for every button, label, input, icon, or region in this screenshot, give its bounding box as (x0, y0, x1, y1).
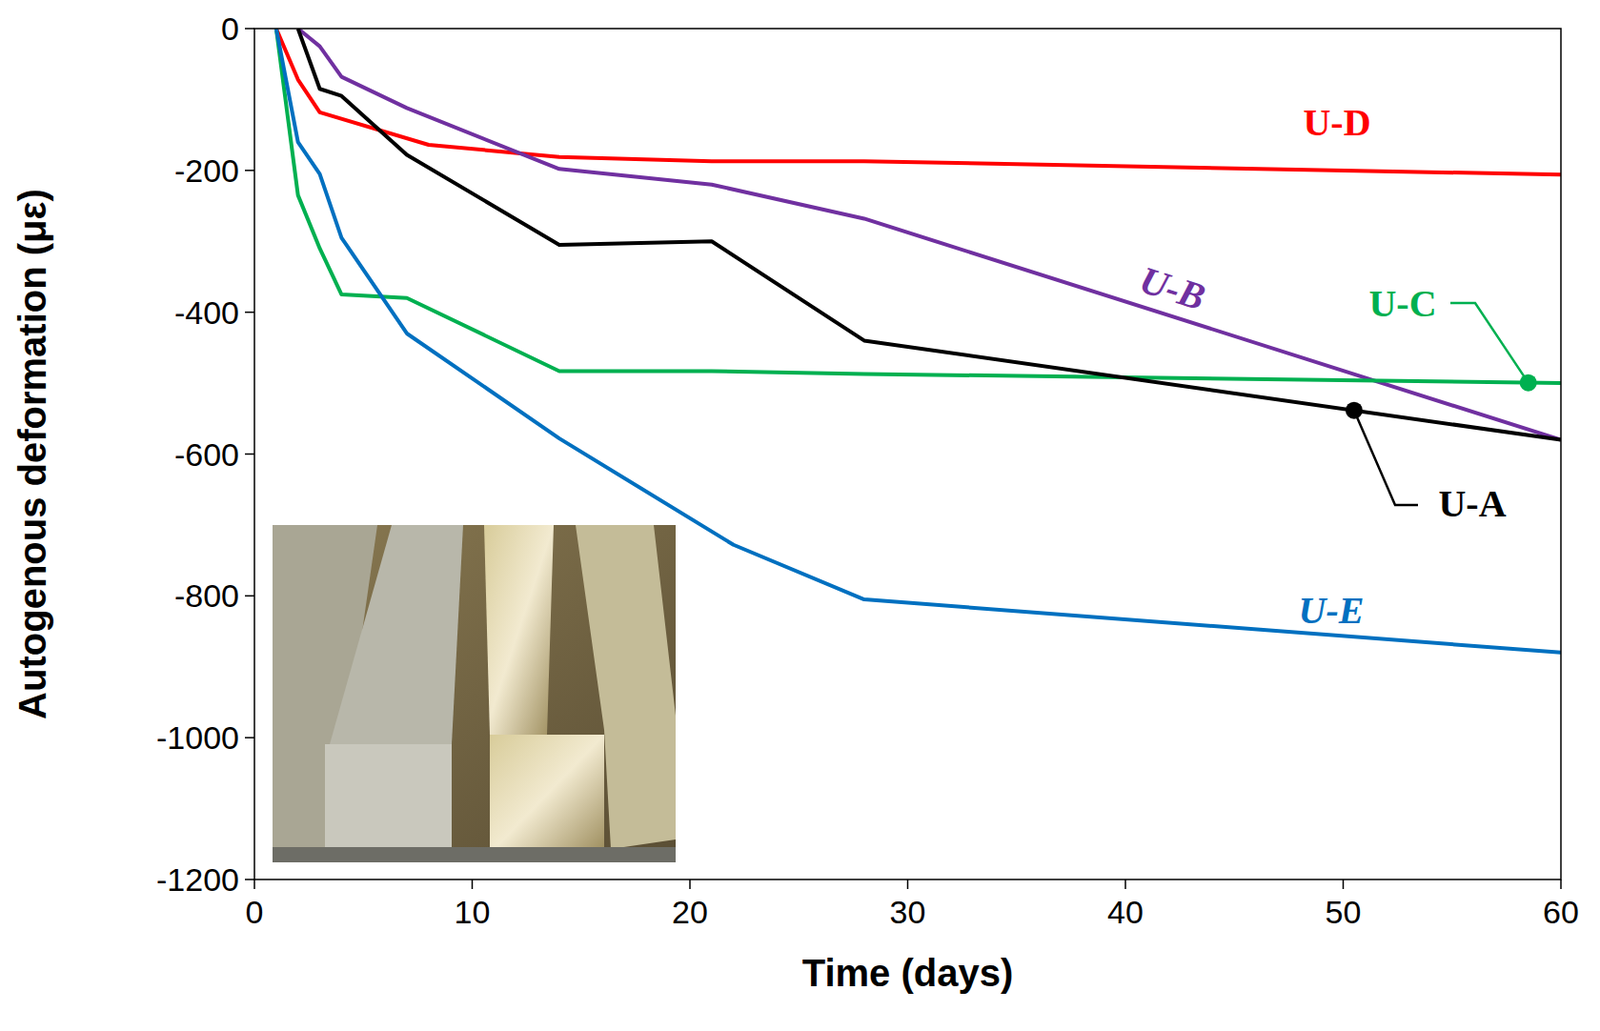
series-label: U-D (1302, 101, 1371, 144)
series-line (276, 28, 1561, 653)
photo-block (329, 525, 464, 745)
y-axis-title: Autogenous deformation (με) (11, 188, 54, 720)
leader-line (1354, 410, 1418, 506)
photo-block (575, 525, 676, 850)
series-label: U-E (1298, 588, 1365, 632)
series-line (276, 28, 1561, 384)
series-label: U-C (1368, 282, 1437, 325)
photo-rack (272, 847, 676, 863)
y-tick (244, 453, 255, 456)
y-tick (244, 595, 255, 598)
x-tick-label: 30 (890, 893, 927, 931)
leader-dot (1519, 374, 1538, 392)
plot-frame (254, 28, 1561, 880)
leader-line (1450, 303, 1529, 384)
y-tick-label: 0 (221, 10, 240, 47)
y-tick-label: -200 (174, 152, 240, 189)
chart: 0 10 20 30 40 50 60 -1200 -1000 -800 -600 -400 -200 0… (0, 0, 1600, 1031)
y-tick-label: -600 (174, 436, 240, 473)
photo-block (484, 525, 554, 735)
x-tick (1559, 879, 1562, 890)
y-tick (244, 169, 255, 172)
x-tick (253, 879, 256, 890)
photo-bg (272, 525, 676, 863)
lines (276, 28, 1561, 653)
series-label: U-A (1437, 482, 1506, 526)
x-tick-label: 10 (454, 893, 491, 931)
photo-block (489, 734, 605, 854)
y-tick (244, 311, 255, 314)
y-tick (244, 878, 255, 881)
x-tick-label: 50 (1325, 893, 1362, 931)
y-tick-label: -400 (174, 294, 240, 331)
x-axis-title: Time (days) (802, 951, 1014, 994)
x-tick-label: 0 (245, 893, 264, 931)
x-tick (471, 879, 474, 890)
series-line (276, 28, 1561, 175)
leader-dot (1345, 402, 1363, 420)
y-tick-label: -800 (174, 577, 240, 614)
series-line (298, 28, 1561, 441)
x-tick (1342, 879, 1345, 890)
x-tick (688, 879, 691, 890)
y-tick (244, 736, 255, 739)
series-line (298, 28, 1561, 441)
x-tick-label: 40 (1107, 893, 1144, 931)
x-tick (907, 879, 910, 890)
y-tick-label: -1200 (156, 861, 240, 898)
x-tick (1124, 879, 1127, 890)
x-tick-label: 20 (671, 893, 709, 931)
y-tick-label: -1000 (156, 719, 240, 756)
x-tick-label: 60 (1542, 893, 1580, 931)
series-label: U-B (1134, 258, 1211, 320)
inset-photo (272, 525, 676, 863)
photo-block (324, 744, 452, 850)
y-tick (244, 27, 255, 30)
